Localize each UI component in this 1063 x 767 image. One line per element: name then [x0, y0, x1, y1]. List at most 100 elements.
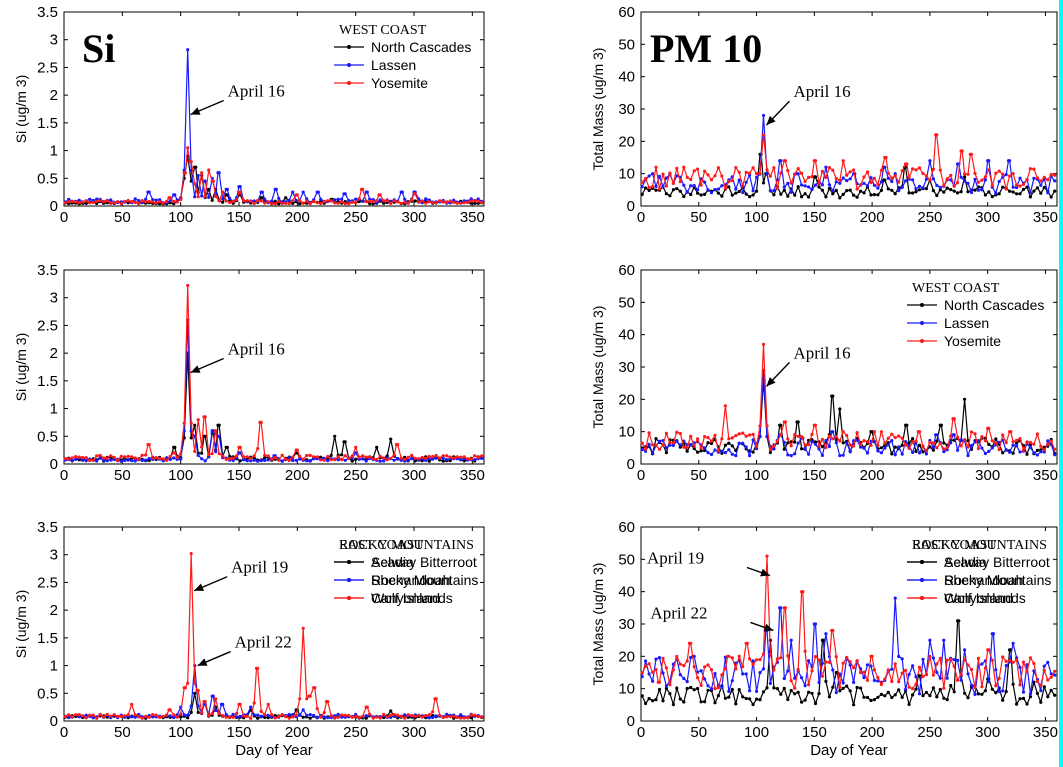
- data-point: [1042, 668, 1046, 672]
- data-point: [368, 197, 372, 201]
- data-point: [744, 696, 748, 701]
- data-point: [879, 692, 884, 697]
- data-point: [396, 200, 400, 204]
- data-point: [277, 458, 281, 462]
- data-point: [834, 655, 838, 659]
- data-point: [445, 454, 449, 458]
- data-point: [917, 184, 922, 188]
- data-point: [410, 457, 414, 461]
- data-point: [928, 445, 932, 449]
- data-point: [1015, 183, 1019, 187]
- data-point: [1032, 176, 1036, 180]
- data-point: [116, 200, 120, 204]
- data-point: [1053, 447, 1057, 451]
- data-point: [1053, 669, 1057, 673]
- data-point: [130, 702, 134, 707]
- data-point: [434, 456, 438, 460]
- data-point: [186, 681, 190, 685]
- data-point: [727, 448, 731, 452]
- data-point: [744, 170, 748, 174]
- data-point: [813, 655, 818, 659]
- data-point: [859, 686, 863, 690]
- data-point: [917, 166, 922, 170]
- data-point: [1028, 692, 1032, 696]
- data-point: [855, 659, 859, 663]
- data-point: [263, 201, 267, 205]
- data-point: [713, 448, 717, 452]
- data-point: [1039, 683, 1043, 687]
- data-point: [779, 656, 783, 660]
- data-point: [987, 680, 991, 684]
- series-line: [65, 665, 482, 719]
- data-point: [364, 716, 368, 720]
- data-point: [803, 179, 807, 184]
- data-point: [91, 713, 95, 717]
- data-point: [668, 683, 672, 687]
- data-point: [147, 456, 151, 461]
- data-point: [734, 702, 738, 706]
- data-point: [730, 444, 734, 448]
- data-point: [848, 177, 852, 181]
- data-point: [221, 197, 225, 201]
- data-point: [942, 190, 946, 194]
- data-point: [274, 187, 278, 191]
- data-point: [917, 188, 922, 192]
- data-point: [260, 196, 264, 200]
- data-point: [217, 452, 221, 456]
- data-point: [709, 439, 714, 443]
- legend-marker: [920, 578, 924, 582]
- data-point: [938, 656, 942, 660]
- data-point: [326, 199, 330, 203]
- data-point: [1028, 656, 1032, 660]
- data-point: [959, 672, 963, 676]
- data-point: [859, 183, 863, 187]
- data-point: [741, 665, 745, 669]
- arrow-head: [190, 365, 201, 373]
- data-point: [186, 716, 190, 720]
- data-point: [1004, 173, 1008, 177]
- data-point: [689, 184, 693, 188]
- data-point: [287, 201, 291, 206]
- data-point: [654, 437, 658, 441]
- data-point: [207, 195, 211, 199]
- annotation-label: April 22: [650, 603, 707, 622]
- data-point: [270, 199, 274, 203]
- data-point: [820, 661, 825, 665]
- y-tick-label: 40: [618, 69, 635, 86]
- data-point: [469, 201, 473, 205]
- data-point: [1021, 696, 1026, 701]
- data-point: [668, 194, 672, 198]
- data-point: [841, 686, 845, 691]
- data-point: [758, 172, 762, 176]
- annotation-label: April 16: [228, 340, 285, 359]
- legend-marker: [347, 596, 351, 600]
- data-point: [333, 198, 337, 202]
- y-tick-label: 0: [50, 713, 58, 730]
- data-point: [696, 188, 700, 192]
- y-tick-label: 3: [50, 290, 58, 307]
- data-point: [427, 713, 431, 717]
- data-point: [182, 421, 186, 425]
- data-point: [284, 715, 288, 719]
- data-point: [834, 435, 838, 439]
- data-point: [1039, 179, 1043, 183]
- data-point: [685, 175, 689, 179]
- data-point: [1004, 690, 1008, 694]
- data-point: [949, 657, 953, 662]
- data-point: [973, 188, 977, 192]
- x-tick-label: 100: [744, 209, 769, 226]
- data-point: [1035, 453, 1039, 457]
- data-point: [685, 445, 689, 449]
- data-point: [761, 181, 766, 185]
- data-point: [689, 192, 693, 197]
- data-point: [820, 188, 825, 192]
- data-point: [459, 458, 463, 462]
- data-point: [654, 184, 658, 189]
- data-point: [217, 434, 221, 438]
- data-point: [928, 654, 932, 658]
- data-point: [175, 200, 179, 204]
- data-point: [827, 660, 832, 665]
- data-point: [147, 199, 151, 204]
- data-point: [789, 454, 793, 458]
- data-point: [841, 661, 845, 665]
